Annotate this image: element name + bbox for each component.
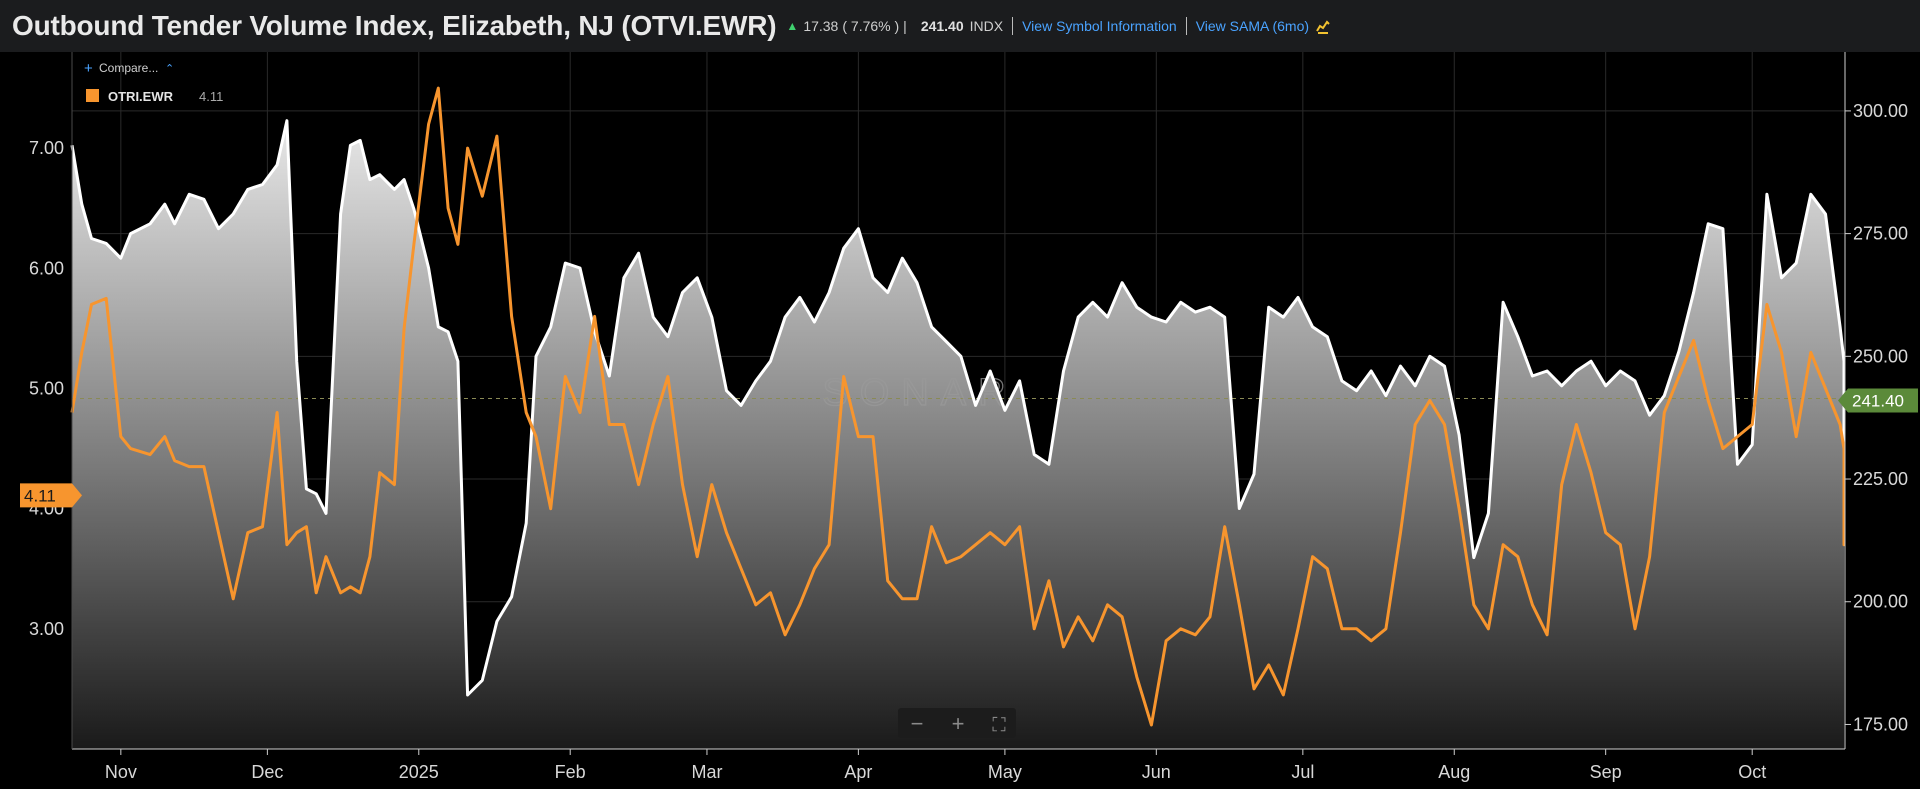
- change-percent: ( 7.76% ): [842, 18, 900, 34]
- plus-icon[interactable]: +: [84, 60, 93, 77]
- chart-area[interactable]: SONAR 3.004.005.006.007.00 175.00200.002…: [0, 52, 1920, 789]
- x-tick-label: Apr: [844, 762, 872, 782]
- zoom-controls: − + ⛶: [898, 708, 1016, 738]
- y-right-tick-label: 175.00: [1853, 714, 1908, 734]
- current-value-right: 241.40: [1852, 392, 1904, 411]
- y-axis-right: 175.00 200.00 225.00 250.00 275.00 300.00: [1845, 101, 1908, 734]
- legend: + Compare... ⌃ OTRI.EWR 4.11: [84, 60, 223, 104]
- last-value: 241.40: [920, 18, 964, 34]
- x-tick-label: Sep: [1590, 762, 1622, 782]
- x-tick-label: Jun: [1142, 762, 1171, 782]
- otvi-area-fill: [72, 120, 1844, 749]
- compare-button[interactable]: Compare...: [99, 61, 158, 75]
- view-sama-link[interactable]: View SAMA (6mo): [1195, 18, 1310, 34]
- otri-line: [70, 86, 1846, 727]
- series-swatch: [86, 89, 99, 102]
- x-tick-label: May: [988, 762, 1022, 782]
- divider: [1185, 17, 1187, 35]
- y-right-tick-label: 250.00: [1853, 346, 1908, 366]
- change-separator: |: [903, 18, 907, 34]
- x-tick-label: Nov: [105, 762, 137, 782]
- y-left-tick-label: 6.00: [29, 258, 64, 278]
- y-right-tick-label: 225.00: [1853, 469, 1908, 489]
- y-left-tick-label: 3.00: [29, 619, 64, 639]
- fullscreen-icon[interactable]: ⛶: [991, 715, 1006, 736]
- x-tick-label: Feb: [555, 762, 586, 782]
- y-right-tick-label: 200.00: [1853, 592, 1908, 612]
- x-tick-label: Dec: [251, 762, 283, 782]
- chart-title: Outbound Tender Volume Index, Elizabeth,…: [12, 10, 777, 41]
- y-axis-left: 3.004.005.006.007.00: [29, 138, 64, 639]
- x-tick-label: Oct: [1738, 762, 1766, 782]
- zoom-in-button[interactable]: +: [952, 711, 965, 736]
- change-value: 17.38: [803, 18, 839, 34]
- current-value-left-badge: 4.11: [20, 483, 82, 508]
- y-right-tick-label: 275.00: [1853, 224, 1908, 244]
- current-value-left: 4.11: [24, 486, 56, 505]
- legend-series-value: 4.11: [199, 89, 223, 104]
- chart-header: Outbound Tender Volume Index, Elizabeth,…: [0, 0, 1920, 52]
- hand-chart-icon[interactable]: [1315, 18, 1331, 34]
- x-axis: Nov Dec 2025 Feb Mar Apr May Jun Jul Aug Sep Oct: [105, 749, 1766, 782]
- value-unit: INDX: [969, 18, 1004, 34]
- chevron-up-icon[interactable]: ⌃: [165, 63, 174, 75]
- view-symbol-info-link[interactable]: View Symbol Information: [1022, 18, 1177, 34]
- y-left-tick-label: 5.00: [29, 378, 64, 398]
- y-right-tick-label: 300.00: [1853, 101, 1908, 121]
- otvi-line: [70, 119, 1846, 697]
- x-tick-label: 2025: [399, 762, 439, 782]
- current-value-right-badge: 241.40: [1838, 388, 1918, 413]
- legend-series-name: OTRI.EWR: [108, 89, 174, 104]
- x-tick-label: Mar: [691, 762, 722, 782]
- x-tick-label: Aug: [1438, 762, 1470, 782]
- y-left-tick-label: 7.00: [29, 138, 64, 158]
- divider: [1012, 17, 1014, 35]
- arrow-up-icon: ▲: [786, 19, 799, 33]
- x-tick-label: Jul: [1291, 762, 1314, 782]
- zoom-out-button[interactable]: −: [911, 711, 924, 736]
- change-indicator: ▲ 17.38 ( 7.76% ) |: [786, 18, 906, 34]
